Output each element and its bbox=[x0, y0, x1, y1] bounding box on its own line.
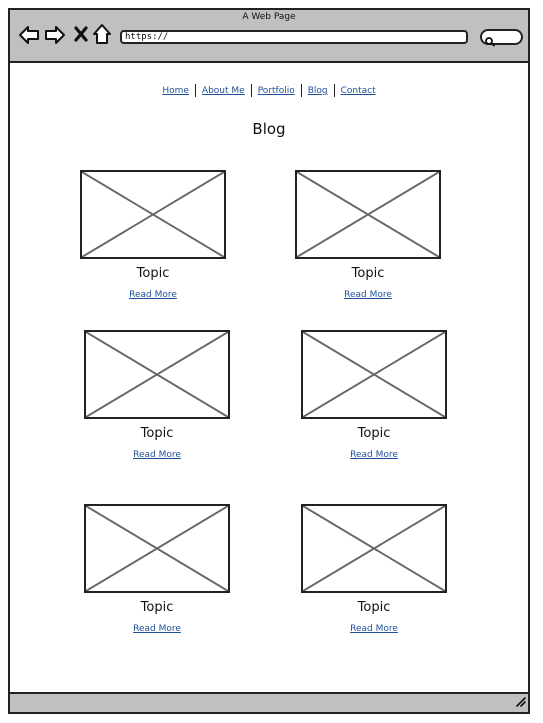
blog-post-card: Topic Read More bbox=[301, 504, 447, 635]
nav-divider bbox=[250, 84, 252, 97]
image-placeholder bbox=[295, 170, 441, 259]
stop-icon[interactable] bbox=[73, 25, 89, 47]
page-title: Blog bbox=[252, 120, 286, 138]
blog-post-card: Topic Read More bbox=[80, 170, 226, 301]
top-navigation: Home About Me Portfolio Blog Contact bbox=[10, 84, 528, 97]
blog-post-card: Topic Read More bbox=[84, 330, 230, 461]
image-placeholder bbox=[301, 504, 447, 593]
forward-arrow-icon[interactable] bbox=[44, 24, 66, 50]
image-placeholder bbox=[84, 330, 230, 419]
nav-divider bbox=[194, 84, 196, 97]
read-more-link[interactable]: Read More bbox=[350, 624, 398, 634]
home-icon[interactable] bbox=[92, 23, 112, 49]
post-title: Topic bbox=[357, 600, 391, 615]
nav-link-contact[interactable]: Contact bbox=[340, 86, 376, 96]
nav-link-portfolio[interactable]: Portfolio bbox=[257, 86, 295, 96]
post-title: Topic bbox=[136, 266, 170, 281]
read-more-link[interactable]: Read More bbox=[133, 450, 181, 460]
url-input[interactable] bbox=[120, 30, 468, 44]
back-arrow-icon[interactable] bbox=[18, 24, 40, 50]
read-more-link[interactable]: Read More bbox=[350, 450, 398, 460]
browser-toolbar: A Web Page bbox=[10, 10, 528, 63]
nav-link-about-me[interactable]: About Me bbox=[201, 86, 245, 96]
window-title: A Web Page bbox=[242, 12, 296, 22]
post-title: Topic bbox=[140, 426, 174, 441]
blog-post-card: Topic Read More bbox=[301, 330, 447, 461]
post-title: Topic bbox=[140, 600, 174, 615]
status-bar bbox=[10, 692, 528, 712]
post-title: Topic bbox=[351, 266, 385, 281]
resize-grip-icon[interactable] bbox=[514, 692, 526, 711]
image-placeholder bbox=[301, 330, 447, 419]
search-box[interactable] bbox=[480, 29, 523, 47]
nav-link-blog[interactable]: Blog bbox=[307, 86, 328, 96]
image-placeholder bbox=[84, 504, 230, 593]
search-icon bbox=[484, 32, 496, 51]
nav-divider bbox=[333, 84, 335, 97]
blog-post-card: Topic Read More bbox=[295, 170, 441, 301]
nav-link-home[interactable]: Home bbox=[162, 86, 189, 96]
read-more-link[interactable]: Read More bbox=[344, 290, 392, 300]
post-title: Topic bbox=[357, 426, 391, 441]
blog-post-card: Topic Read More bbox=[84, 504, 230, 635]
read-more-link[interactable]: Read More bbox=[133, 624, 181, 634]
image-placeholder bbox=[80, 170, 226, 259]
browser-window: A Web Page Home About Me Portfolio Blog Cont… bbox=[8, 8, 530, 714]
read-more-link[interactable]: Read More bbox=[129, 290, 177, 300]
nav-divider bbox=[300, 84, 302, 97]
